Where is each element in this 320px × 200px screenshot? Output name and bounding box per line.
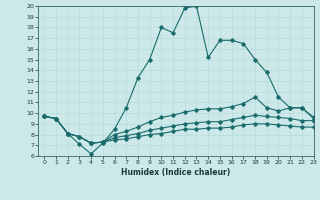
- X-axis label: Humidex (Indice chaleur): Humidex (Indice chaleur): [121, 168, 231, 177]
